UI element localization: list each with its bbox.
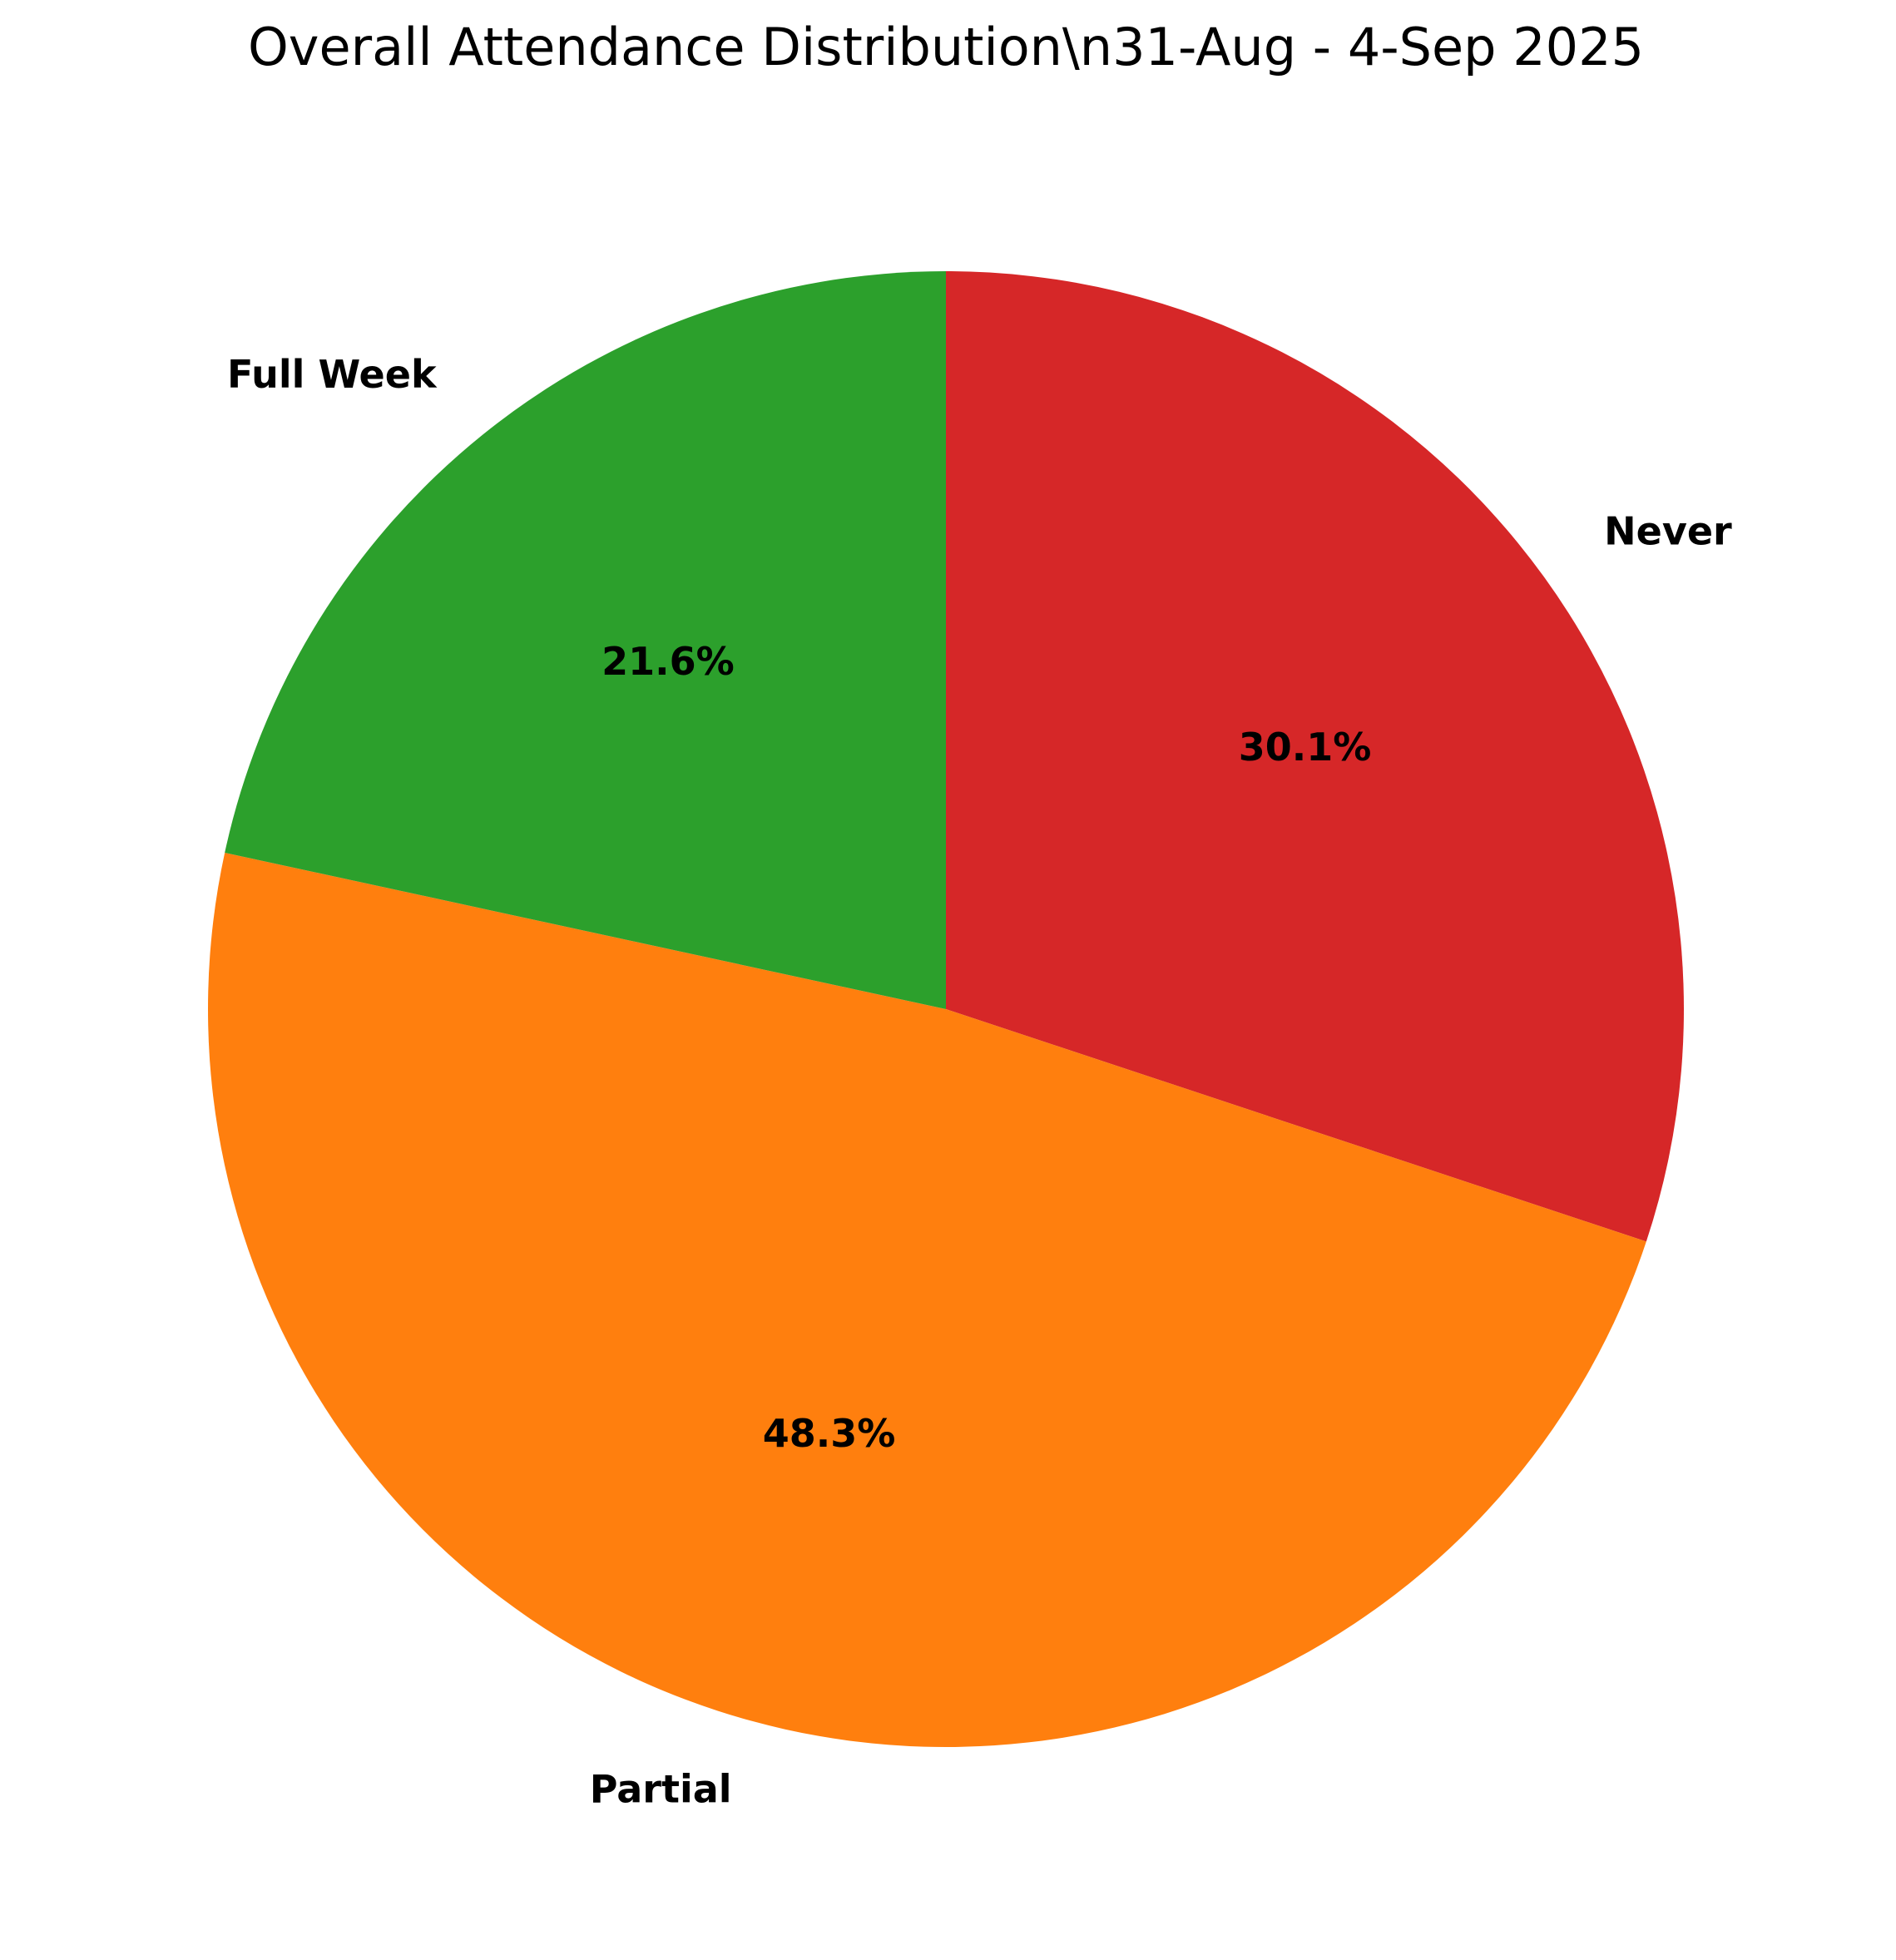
slice-label-partial: Partial: [590, 1767, 732, 1812]
slice-percent-partial: 48.3%: [763, 1411, 896, 1456]
pie-slice-partial: [208, 852, 1646, 1747]
slice-label-never: Never: [1604, 508, 1732, 553]
pie-slices: [208, 271, 1684, 1747]
chart-title: Overall Attendance Distribution\n31-Aug …: [248, 17, 1644, 77]
pie-slice-full-week: [225, 271, 946, 1009]
slice-label-full-week: Full Week: [227, 352, 438, 397]
slice-percent-full-week: 21.6%: [601, 639, 735, 684]
slice-percent-never: 30.1%: [1239, 725, 1372, 770]
pie-slice-never: [946, 271, 1684, 1242]
pie-labels: Never 30.1% Partial 48.3% Full Week 21.6%: [227, 352, 1732, 1812]
